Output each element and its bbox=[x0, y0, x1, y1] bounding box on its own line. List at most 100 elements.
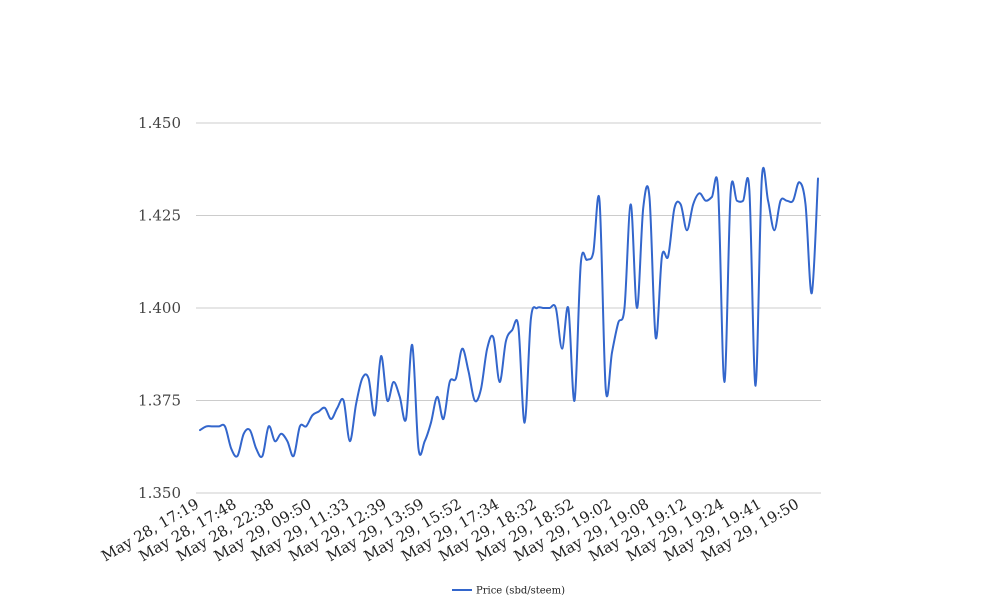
data-point bbox=[771, 227, 777, 233]
data-point bbox=[784, 198, 790, 204]
data-point bbox=[728, 190, 734, 196]
data-point bbox=[534, 305, 540, 311]
data-point bbox=[522, 420, 528, 426]
data-point bbox=[715, 187, 721, 193]
data-point bbox=[528, 316, 534, 322]
y-tick-label: 1.425 bbox=[138, 207, 181, 225]
data-point bbox=[465, 368, 471, 374]
data-point bbox=[409, 342, 415, 348]
data-point bbox=[284, 438, 290, 444]
data-point bbox=[278, 431, 284, 437]
data-point bbox=[796, 179, 802, 185]
data-point bbox=[459, 346, 465, 352]
data-point bbox=[384, 398, 390, 404]
data-point bbox=[790, 198, 796, 204]
data-point bbox=[440, 416, 446, 422]
legend[interactable]: Price (sbd/steem) bbox=[452, 586, 565, 597]
data-point bbox=[253, 446, 259, 452]
data-point bbox=[209, 423, 215, 429]
data-point bbox=[472, 398, 478, 404]
data-point bbox=[578, 261, 584, 267]
data-point bbox=[803, 201, 809, 207]
data-point bbox=[434, 394, 440, 400]
data-point bbox=[347, 438, 353, 444]
data-point bbox=[222, 423, 228, 429]
data-point bbox=[197, 427, 203, 433]
data-point bbox=[309, 412, 315, 418]
data-point bbox=[709, 194, 715, 200]
data-point bbox=[765, 198, 771, 204]
y-axis-ticks: 1.350 1.375 1.400 1.425 1.450 bbox=[138, 114, 181, 502]
data-point bbox=[628, 201, 634, 207]
data-point bbox=[291, 453, 297, 459]
data-point bbox=[247, 427, 253, 433]
data-point bbox=[322, 405, 328, 411]
data-point bbox=[490, 335, 496, 341]
data-point bbox=[659, 253, 665, 259]
data-point bbox=[665, 253, 671, 259]
data-point bbox=[359, 375, 365, 381]
data-point bbox=[653, 335, 659, 341]
y-tick-label: 1.350 bbox=[138, 484, 181, 502]
y-tick-label: 1.400 bbox=[138, 299, 181, 317]
data-point bbox=[740, 198, 746, 204]
data-point bbox=[597, 198, 603, 204]
data-point bbox=[428, 420, 434, 426]
data-point bbox=[422, 438, 428, 444]
data-point bbox=[646, 194, 652, 200]
data-point bbox=[453, 375, 459, 381]
data-point bbox=[553, 305, 559, 311]
data-point bbox=[203, 423, 209, 429]
data-point bbox=[572, 398, 578, 404]
data-point bbox=[615, 320, 621, 326]
data-point bbox=[559, 346, 565, 352]
data-point bbox=[353, 401, 359, 407]
data-point bbox=[378, 353, 384, 359]
data-point bbox=[391, 379, 397, 385]
data-point bbox=[509, 327, 515, 333]
data-point bbox=[478, 386, 484, 392]
data-point bbox=[484, 346, 490, 352]
data-point bbox=[778, 198, 784, 204]
gridlines bbox=[196, 122, 821, 494]
data-point bbox=[297, 423, 303, 429]
data-point bbox=[503, 338, 509, 344]
data-point bbox=[678, 201, 684, 207]
data-point bbox=[234, 453, 240, 459]
data-point bbox=[216, 423, 222, 429]
data-point bbox=[328, 416, 334, 422]
data-point bbox=[397, 394, 403, 400]
data-point bbox=[696, 190, 702, 196]
data-point bbox=[815, 176, 821, 182]
data-point bbox=[690, 201, 696, 207]
data-point bbox=[590, 250, 596, 256]
data-point bbox=[671, 205, 677, 211]
legend-label: Price (sbd/steem) bbox=[476, 586, 565, 597]
y-tick-label: 1.375 bbox=[138, 392, 181, 410]
data-point bbox=[621, 305, 627, 311]
data-point bbox=[403, 416, 409, 422]
data-point bbox=[316, 409, 322, 415]
data-point bbox=[303, 423, 309, 429]
data-point bbox=[746, 187, 752, 193]
series-line-price bbox=[199, 167, 819, 459]
data-point bbox=[334, 405, 340, 411]
data-point bbox=[759, 176, 765, 182]
data-point bbox=[721, 379, 727, 385]
data-point bbox=[366, 375, 372, 381]
data-point bbox=[259, 453, 265, 459]
data-point bbox=[372, 412, 378, 418]
data-point bbox=[753, 383, 759, 389]
data-point bbox=[734, 198, 740, 204]
data-point bbox=[341, 398, 347, 404]
data-point bbox=[565, 305, 571, 311]
data-point bbox=[547, 305, 553, 311]
data-point bbox=[603, 386, 609, 392]
data-point bbox=[415, 446, 421, 452]
data-point bbox=[228, 446, 234, 452]
data-point bbox=[684, 227, 690, 233]
data-point bbox=[634, 305, 640, 311]
data-point bbox=[584, 257, 590, 263]
